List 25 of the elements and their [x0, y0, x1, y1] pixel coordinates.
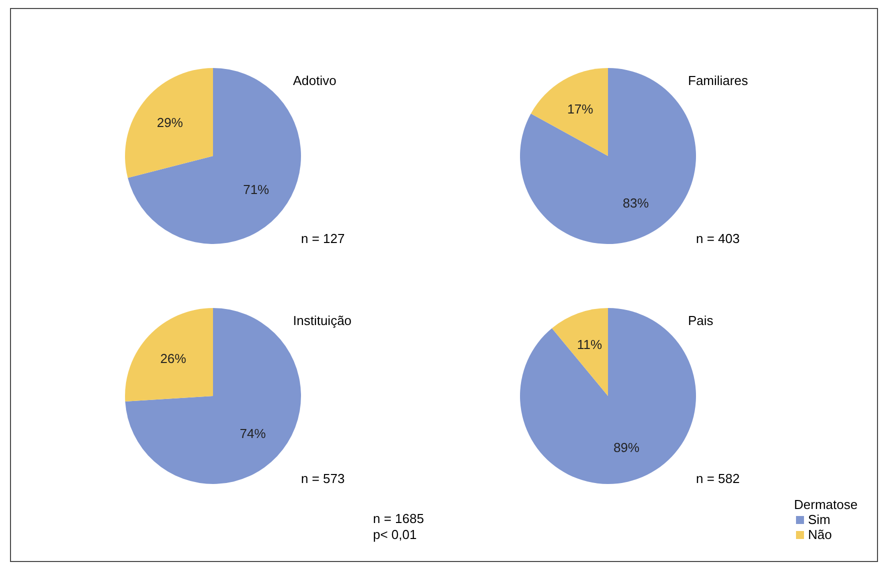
- text: n = 573: [301, 471, 345, 486]
- pie-slice: [125, 308, 213, 402]
- data-label: 83%: [622, 195, 650, 210]
- data-label: 29%: [156, 115, 184, 130]
- data-label: 74%: [240, 426, 266, 441]
- legend-label: Não: [808, 527, 832, 542]
- data-label: 89%: [613, 440, 640, 455]
- pie-slice: [125, 68, 213, 178]
- text: n = 403: [696, 231, 740, 246]
- legend-label: Sim: [808, 512, 830, 527]
- chart-title: Instituição: [293, 313, 352, 328]
- text: p< 0,01: [373, 527, 418, 543]
- data-label: 11%: [576, 337, 602, 352]
- chart-title: Pais: [688, 313, 714, 328]
- pie-slice: [552, 308, 608, 396]
- legend-title: Dermatose: [794, 497, 858, 512]
- text: n = 127: [301, 231, 345, 246]
- data-label: 26%: [160, 351, 187, 366]
- text: n = 1685: [373, 511, 424, 527]
- data-label: 17%: [567, 102, 594, 117]
- pie-slice: [530, 68, 608, 156]
- text: n = 582: [696, 471, 740, 486]
- chart-title: Adotivo: [293, 73, 336, 88]
- chart-title: Familiares: [688, 73, 748, 88]
- data-label: 71%: [243, 182, 270, 197]
